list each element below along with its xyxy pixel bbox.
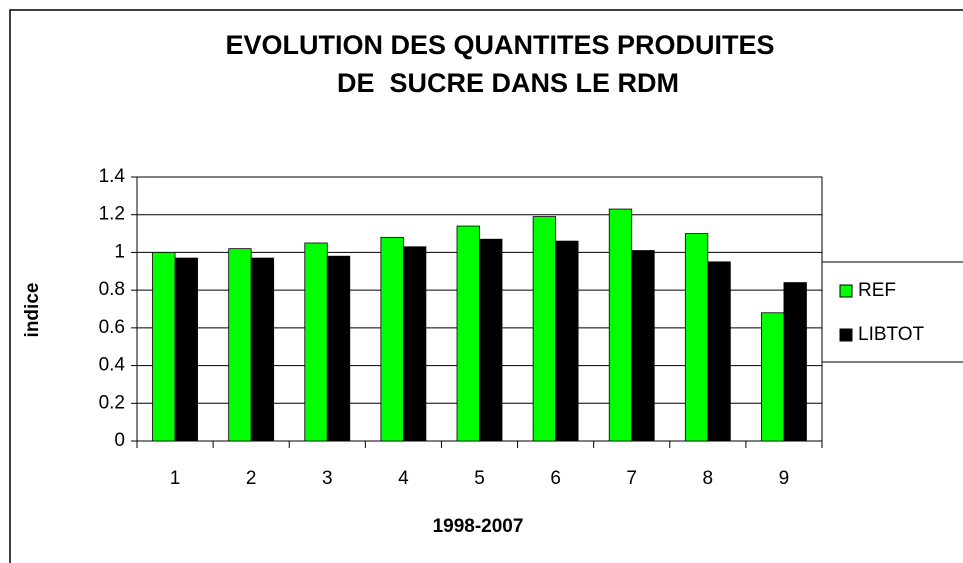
x-tick-label: 5 (474, 468, 485, 489)
y-tick-label: 0.8 (99, 279, 125, 300)
x-tick-label: 6 (550, 468, 561, 489)
bar (684, 233, 709, 442)
y-tick-label: 0.2 (99, 392, 125, 413)
bar (479, 238, 503, 442)
y-tick-label: 0.4 (99, 355, 126, 376)
y-tick-label: 0.6 (99, 317, 125, 338)
bar (174, 257, 198, 442)
x-tick-label: 1 (170, 468, 181, 489)
x-tick-label: 4 (398, 468, 409, 489)
legend-swatch (839, 284, 853, 298)
bar (761, 312, 785, 442)
bar (380, 236, 404, 442)
x-tick-label: 3 (322, 468, 333, 489)
bar (532, 216, 557, 442)
legend-label: LIBTOT (858, 324, 925, 345)
bar (783, 282, 807, 442)
y-axis-label: indice (22, 283, 43, 338)
x-tick-label: 2 (246, 468, 257, 489)
bar (608, 208, 633, 442)
x-tick-label: 8 (703, 468, 714, 489)
bar (456, 225, 480, 442)
bar (707, 261, 731, 442)
y-tick-label: 1 (114, 241, 125, 262)
bar (152, 252, 176, 442)
bar (228, 248, 252, 442)
chart-title: EVOLUTION DES QUANTITES PRODUITES (225, 30, 774, 60)
y-tick-label: 1.2 (99, 204, 125, 225)
bar (250, 257, 275, 442)
x-tick-label: 7 (626, 468, 637, 489)
legend-swatch (839, 328, 853, 342)
legend-box (821, 261, 963, 363)
y-tick-label: 1.4 (99, 166, 126, 187)
bar (326, 255, 351, 442)
legend-label: REF (858, 280, 896, 301)
bar (402, 246, 427, 442)
chart-title: DE SUCRE DANS LE RDM (337, 68, 679, 98)
bar (555, 240, 579, 442)
y-tick-label: 0 (114, 430, 125, 451)
x-axis-label: 1998-2007 (433, 516, 524, 537)
x-tick-label: 9 (779, 468, 790, 489)
bar (304, 242, 328, 442)
bar (631, 250, 655, 442)
